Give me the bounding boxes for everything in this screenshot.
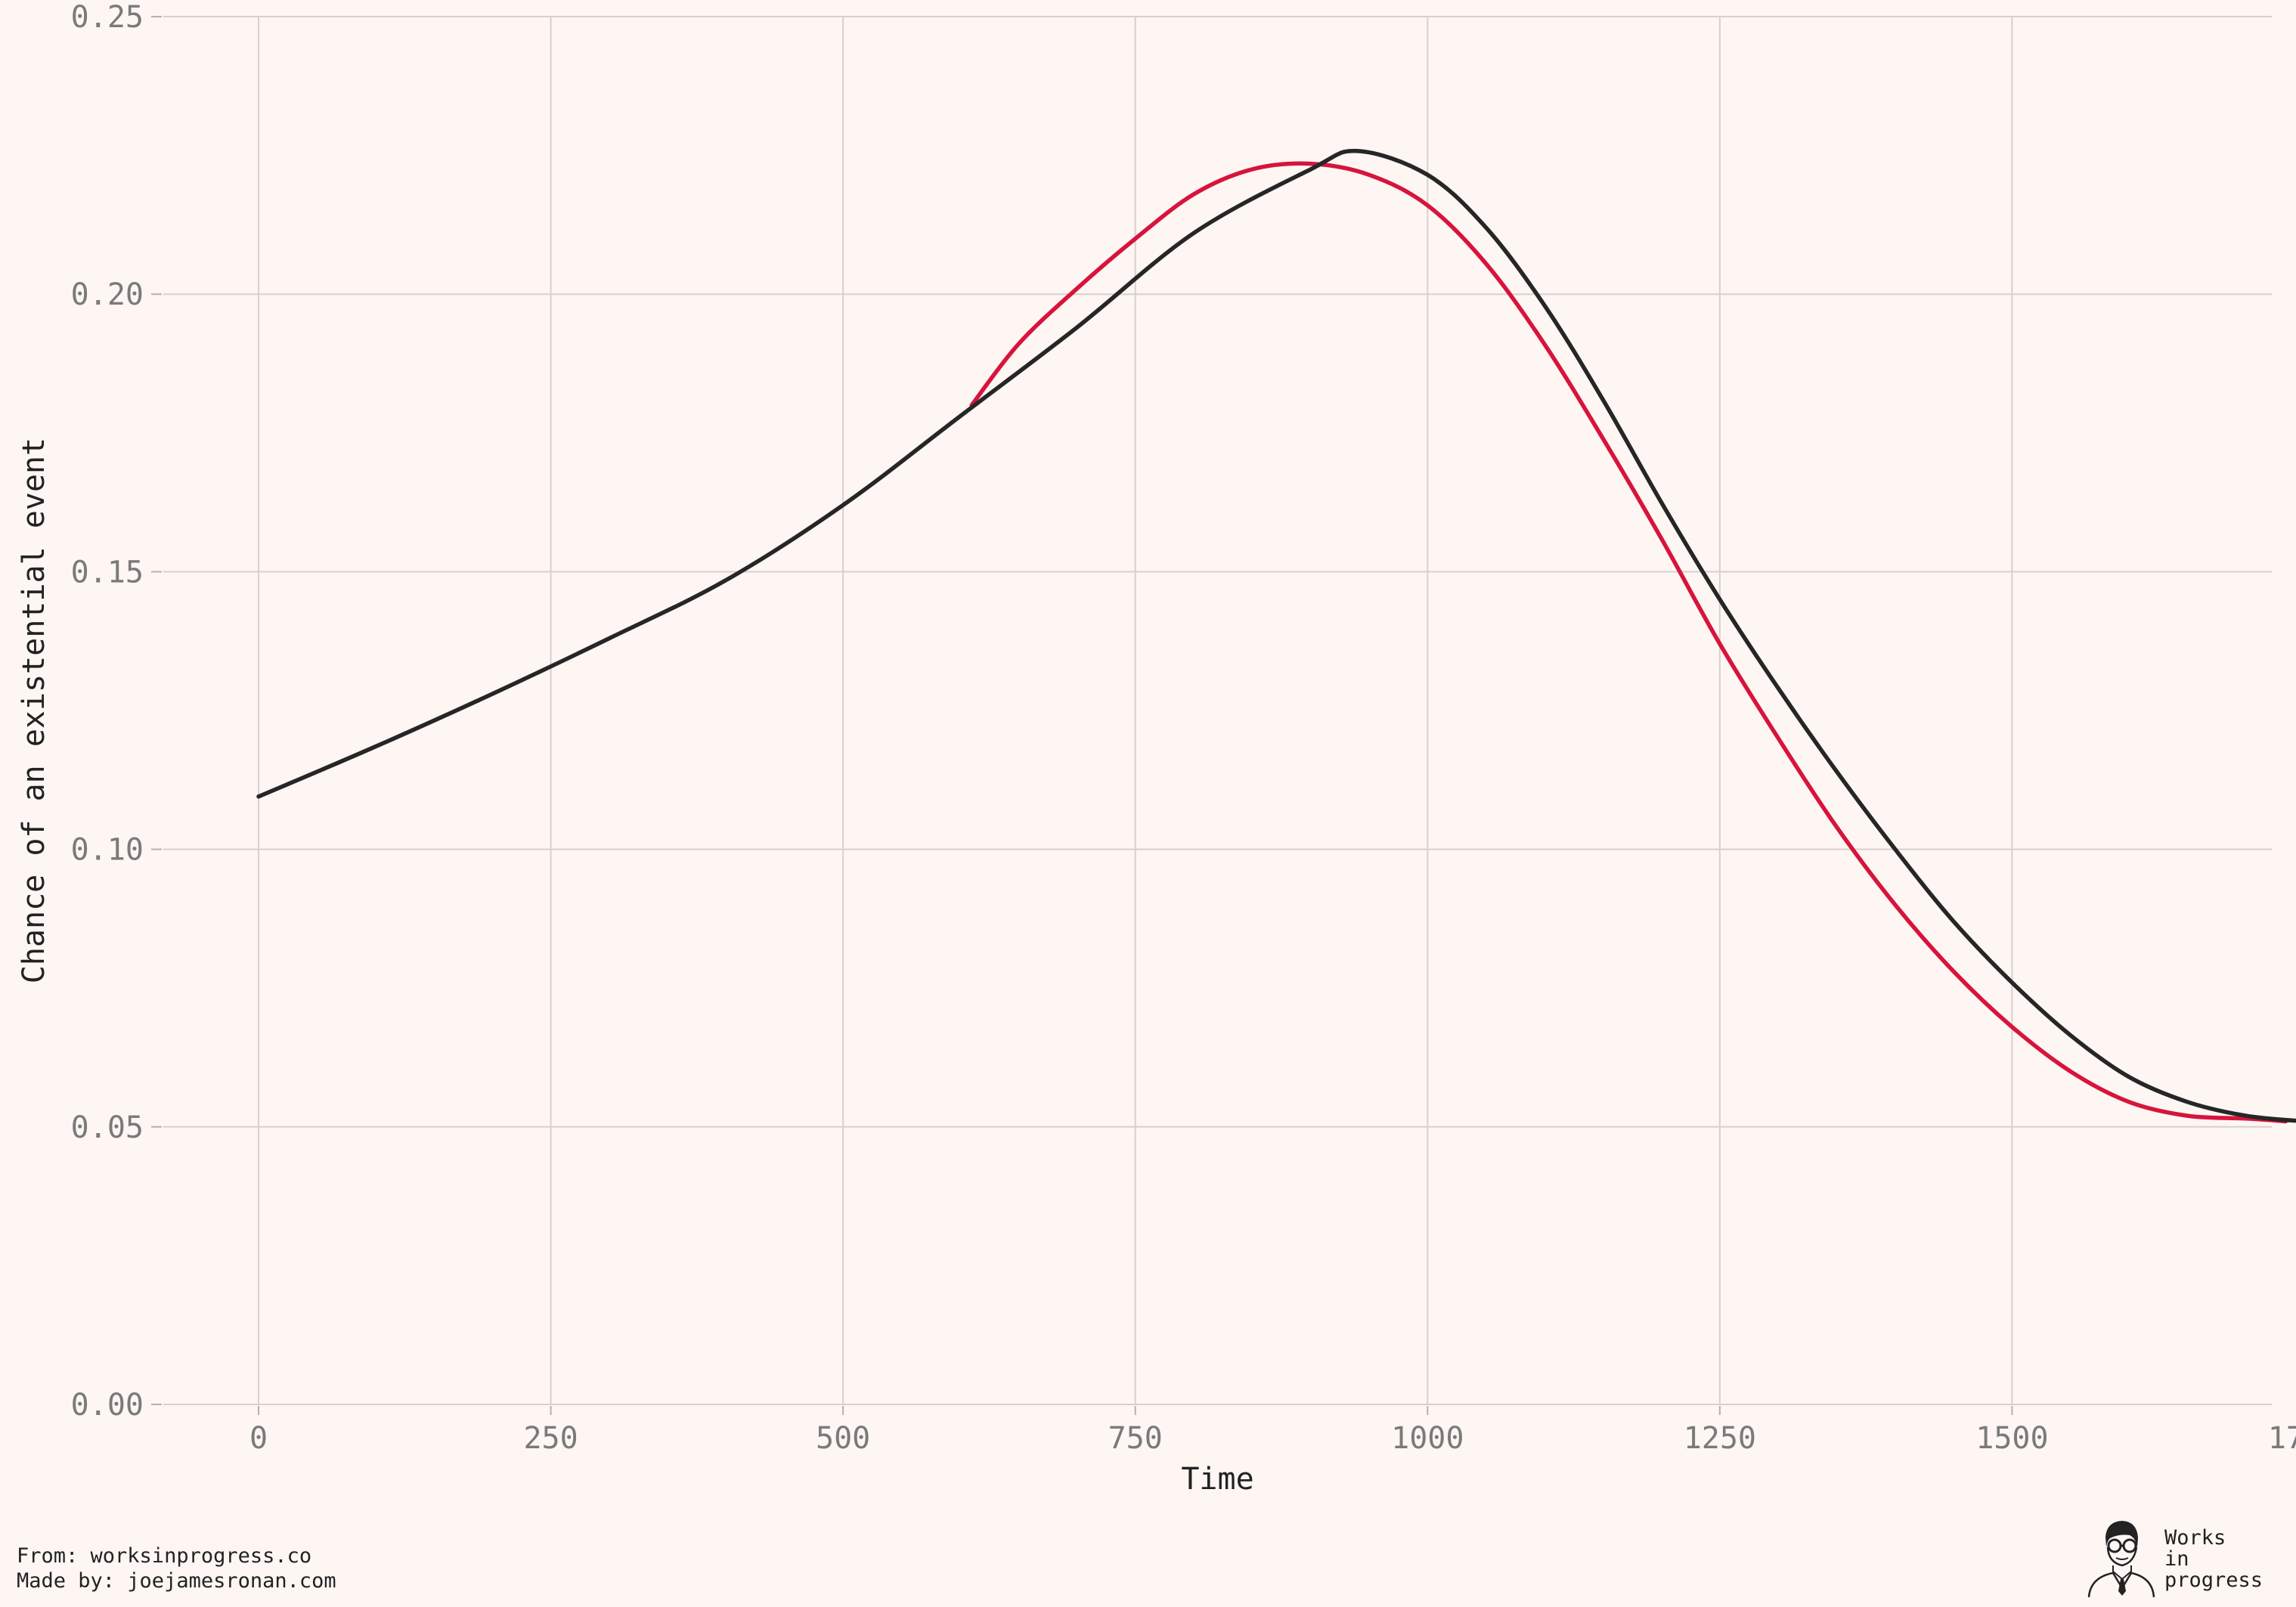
brand-line-1: Works — [2164, 1526, 2226, 1550]
x-tick-label: 1250 — [1684, 1421, 1756, 1456]
brand-mark: Works in progress — [2083, 1516, 2287, 1599]
y-tick-label: 0.10 — [71, 833, 144, 868]
x-tick-label: 750 — [1108, 1421, 1163, 1456]
y-axis: 0.00 0.05 0.10 0.15 0.20 0.25 — [71, 0, 162, 1423]
brand-wordmark: Works in progress — [2164, 1528, 2263, 1591]
x-tick-label: 1500 — [1975, 1421, 2048, 1456]
source-credit: From: worksinprogress.co — [17, 1544, 312, 1568]
x-tick-label: 1000 — [1391, 1421, 1464, 1456]
x-tick-label: 0 — [249, 1421, 268, 1456]
brand-line-2: in — [2164, 1547, 2189, 1571]
x-tick-label: 500 — [816, 1421, 870, 1456]
x-tick-label: 250 — [523, 1421, 578, 1456]
y-tick-label: 0.15 — [71, 555, 144, 590]
chart-footer: From: worksinprogress.co Made by: joejam… — [17, 1544, 336, 1593]
x-tick-label: 1750 — [2268, 1421, 2296, 1456]
portrait-logo-icon — [2087, 1521, 2155, 1598]
y-tick-label: 0.20 — [71, 277, 144, 312]
series-line-red — [969, 161, 2288, 1124]
gridlines — [163, 16, 2272, 1405]
x-axis: 0 250 500 750 1000 1250 1500 1750 — [249, 1406, 2296, 1456]
series-line-black — [256, 148, 2296, 1123]
x-axis-title: Time — [1181, 1462, 1253, 1497]
data-series — [256, 148, 2296, 1124]
y-tick-label: 0.25 — [71, 0, 144, 35]
author-credit: Made by: joejamesronan.com — [17, 1569, 336, 1593]
y-axis-title: Chance of an existential event — [17, 438, 51, 983]
y-tick-label: 0.05 — [71, 1110, 144, 1145]
y-tick-label: 0.00 — [71, 1388, 144, 1423]
brand-line-3: progress — [2164, 1568, 2263, 1592]
